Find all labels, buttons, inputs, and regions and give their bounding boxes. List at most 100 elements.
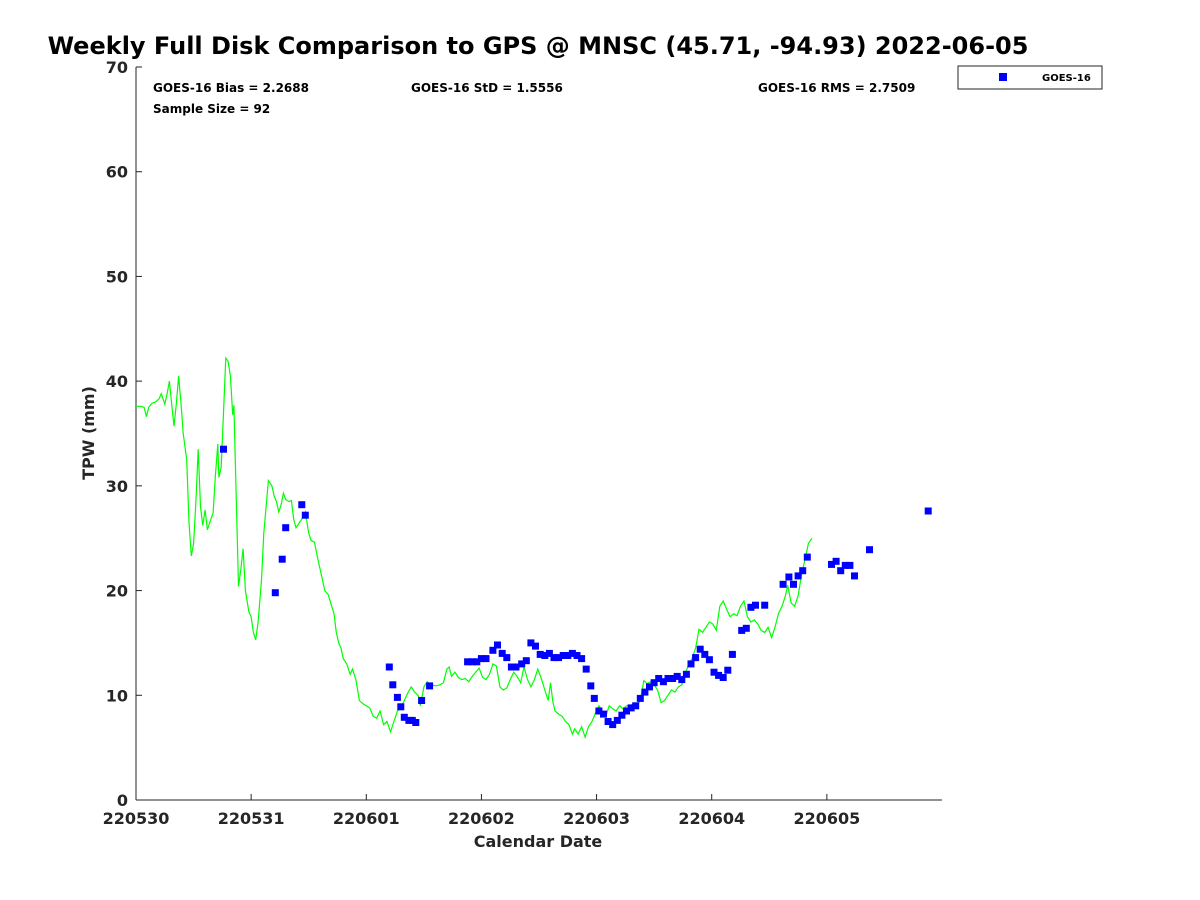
- gps-series: [136, 356, 813, 740]
- x-tick-label: 220601: [333, 809, 400, 828]
- goes16-point: [604, 718, 612, 725]
- goes16-point: [477, 655, 485, 663]
- goes16-point: [623, 707, 630, 715]
- goes16-point: [790, 580, 797, 588]
- goes16-point: [650, 679, 658, 687]
- goes16-point: [559, 652, 567, 659]
- goes16-point: [494, 641, 501, 649]
- goes16-point: [609, 721, 617, 729]
- goes16-point: [742, 624, 750, 632]
- goes16-point: [701, 650, 709, 658]
- y-tick-label: 70: [106, 58, 128, 77]
- goes16-point: [794, 572, 802, 580]
- goes16-point: [220, 445, 227, 453]
- goes16-point: [590, 694, 598, 702]
- gps-series-line: [136, 356, 813, 740]
- axes: [135, 67, 942, 801]
- goes16-point: [724, 666, 732, 674]
- goes16-point: [498, 649, 506, 657]
- goes16-point: [659, 678, 667, 686]
- y-axis-ticks: 0 10 20 30 40 50 60 70: [106, 58, 142, 810]
- goes16-point: [682, 670, 690, 678]
- x-tick-label: 220604: [678, 809, 745, 828]
- goes16-point: [636, 694, 644, 702]
- goes16-point: [522, 657, 530, 665]
- legend-marker-goes16: [999, 73, 1007, 81]
- goes16-point: [595, 707, 603, 715]
- goes16-point: [752, 601, 759, 609]
- x-axis-ticks: 220530 220531 220601 220602 220603 220604 2206…: [103, 794, 860, 828]
- std-stat: GOES-16 StD = 1.5556: [411, 81, 563, 95]
- goes16-point: [507, 663, 515, 671]
- goes16-point: [298, 501, 306, 509]
- goes16-point: [705, 656, 713, 664]
- goes16-point: [578, 655, 586, 663]
- goes16-point: [692, 654, 700, 662]
- goes16-point: [761, 601, 769, 609]
- legend-box: [957, 65, 1103, 90]
- goes16-point: [664, 675, 672, 682]
- goes16-point: [837, 567, 845, 575]
- goes16-point: [696, 645, 704, 653]
- goes16-point: [678, 676, 686, 684]
- goes16-point: [393, 693, 401, 701]
- y-tick-label: 50: [106, 267, 128, 286]
- goes16-point: [482, 655, 490, 663]
- goes16-point: [536, 650, 544, 658]
- goes16-point: [627, 704, 635, 712]
- goes16-point: [851, 572, 858, 580]
- rms-stat: GOES-16 RMS = 2.7509: [758, 81, 915, 95]
- goes16-point: [400, 713, 408, 721]
- goes16-point: [613, 716, 621, 724]
- goes16-point: [573, 652, 581, 659]
- y-tick-label: 10: [106, 686, 128, 705]
- goes16-point: [564, 652, 572, 659]
- goes16-point: [738, 626, 746, 634]
- goes16-series: [220, 445, 932, 729]
- goes16-point: [799, 567, 807, 575]
- goes16-point: [282, 524, 290, 532]
- goes16-point: [389, 681, 397, 689]
- x-tick-label: 220531: [218, 809, 285, 828]
- y-tick-label: 30: [106, 477, 128, 496]
- sample-size-stat: Sample Size = 92: [153, 102, 270, 116]
- goes16-point: [747, 603, 755, 611]
- goes16-point: [512, 663, 520, 671]
- goes16-point: [641, 688, 649, 696]
- y-tick-label: 20: [106, 582, 128, 601]
- x-axis-title: Calendar Date: [474, 832, 603, 851]
- goes16-point: [669, 675, 677, 682]
- goes16-point: [719, 674, 727, 681]
- x-tick-label: 220603: [563, 809, 630, 828]
- goes16-point: [785, 573, 793, 581]
- goes16-point: [832, 557, 840, 565]
- goes16-point: [418, 697, 426, 704]
- goes16-point: [646, 683, 653, 691]
- y-axis-title: TPW (mm): [79, 386, 98, 480]
- goes16-point: [924, 507, 932, 515]
- goes16-point: [568, 649, 576, 657]
- goes16-point: [687, 660, 695, 668]
- legend-label-goes16: GOES-16: [1042, 73, 1091, 84]
- goes16-point: [587, 682, 595, 690]
- goes16-point: [527, 639, 535, 647]
- goes16-point: [828, 560, 835, 568]
- goes16-point: [846, 561, 854, 569]
- goes16-point: [715, 671, 723, 679]
- goes16-point: [632, 702, 640, 710]
- goes16-point: [618, 711, 626, 719]
- goes16-point: [550, 654, 558, 662]
- goes16-point: [582, 665, 590, 673]
- goes16-point: [600, 710, 607, 718]
- goes16-point: [655, 675, 663, 682]
- goes16-point: [397, 703, 405, 711]
- goes16-point: [555, 654, 563, 662]
- x-tick-label: 220602: [448, 809, 515, 828]
- goes16-point: [545, 649, 553, 657]
- y-tick-label: 0: [117, 791, 128, 810]
- goes16-point: [673, 672, 681, 680]
- goes16-point: [271, 589, 279, 597]
- goes16-point: [532, 642, 539, 650]
- goes16-point: [412, 719, 420, 726]
